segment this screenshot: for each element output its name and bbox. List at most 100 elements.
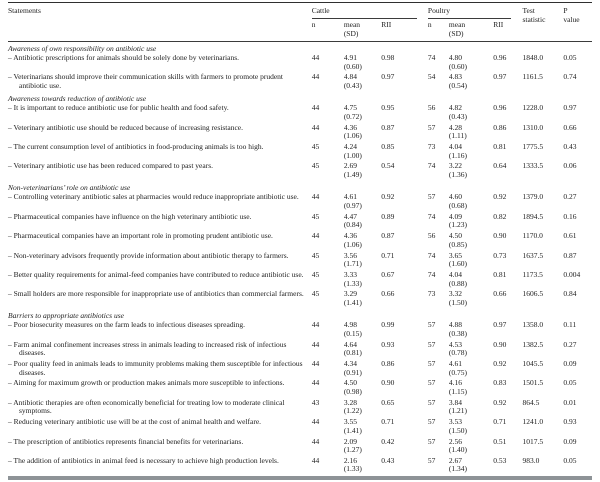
cattle-n-cell: 44 — [311, 103, 320, 113]
poultry-mean-sd-cell-mean: 2.56 — [448, 436, 463, 446]
cattle-mean-sd-cell: 4.36 (1.06) — [343, 123, 381, 143]
cattle-mean-sd-cell: 4.84 (0.43) — [344, 73, 381, 92]
p-value-cell: 0.09 — [563, 359, 577, 369]
cattle-n-cell: 44 — [311, 320, 320, 330]
poultry-group-label: Poultry — [427, 6, 512, 19]
poultry-rii-cell: 0.82 — [493, 211, 507, 221]
cattle-rii-cell: 0.71 — [381, 417, 395, 427]
table-body: Awareness of own responsibility on antib… — [8, 42, 592, 478]
cattle-mean-sd-cell: 2.69 (1.49) — [344, 162, 381, 181]
cattle-rii-cell: 0.67 — [381, 269, 395, 279]
p-value-cell: 0.09 — [563, 436, 577, 446]
poultry-mean-sd-cell-sd: (0.60) — [448, 61, 468, 71]
poultry-mean-sd-cell: 3.22 (1.36) — [449, 162, 493, 181]
test-statistic-cell: 1333.5 — [522, 161, 544, 171]
cattle-n-cell: 44 — [311, 72, 320, 82]
p-value-cell: 0.93 — [563, 417, 577, 427]
col-header-poultry-mean-sd: mean (SD) — [448, 18, 494, 43]
poultry-mean-sd-cell: 4.09 (1.23) — [448, 211, 493, 232]
statement-cell: – The prescription of antibiotics repres… — [8, 436, 312, 457]
statement-cell: – Antibiotic prescriptions for animals s… — [8, 52, 312, 73]
poultry-mean-sd-cell: 4.28 (1.11) — [449, 123, 493, 143]
cattle-mean-sd-cell: 3.28 (1.22) — [344, 398, 381, 418]
poultry-mean-sd-cell-mean: 3.65 — [448, 250, 463, 260]
col-header-statements: Statements — [8, 2, 312, 43]
statement-text: – The current consumption level of antib… — [8, 142, 264, 152]
cattle-mean-sd-cell-sd: (1.06) — [343, 131, 362, 141]
col-header-p-value: P value — [563, 2, 592, 43]
cattle-mean-sd-cell-mean: 3.33 — [343, 269, 357, 279]
cattle-rii-cell: 0.65 — [381, 397, 395, 407]
cattle-mean-sd-cell-mean: 2.09 — [343, 436, 357, 446]
cattle-rii-cell: 0.93 — [381, 339, 395, 349]
statement-row: – Pharmaceutical companies have influenc… — [8, 211, 592, 232]
statement-cell: – Veterinary antibiotic use should be re… — [8, 122, 312, 143]
cattle-rii-cell: 0.86 — [381, 359, 395, 369]
cattle-rii-cell: 0.92 — [381, 192, 395, 202]
test-statistic-cell: 1382.5 — [522, 339, 544, 349]
cattle-mean-sd-cell-mean: 4.24 — [343, 142, 357, 152]
p-value-cell: 0.05 — [563, 378, 577, 388]
statement-text: – The prescription of antibiotics repres… — [8, 436, 244, 446]
poultry-n-cell: 57 — [427, 455, 436, 465]
cattle-mean-sd-cell: 4.36 (1.06) — [344, 232, 381, 251]
poultry-rii-cell: 0.96 — [493, 103, 507, 113]
cattle-mean-sd-cell: 4.91 (0.60) — [344, 53, 381, 73]
cattle-mean-sd-cell-mean: 3.55 — [343, 417, 357, 427]
cattle-mean-sd-cell-mean: 2.16 — [343, 455, 357, 465]
poultry-mean-sd-cell-sd: (0.85) — [448, 239, 468, 249]
section-title: Barriers to appropriate antibiotics use — [8, 311, 124, 321]
statement-text: – Pharmaceutical companies have influenc… — [8, 211, 252, 221]
cattle-n-cell: 44 — [311, 52, 320, 62]
p-value-cell: 0.43 — [563, 142, 577, 152]
cattle-mean-sd-cell-sd: (0.97) — [343, 201, 362, 211]
cattle-mean-sd-cell: 4.64 (0.81) — [344, 340, 381, 360]
statement-cell: – Better quality requirements for animal… — [8, 270, 312, 290]
statement-cell: – Veterinary antibiotic use has been red… — [8, 162, 312, 181]
statement-text: – Veterinary antibiotic use should be re… — [8, 122, 243, 132]
cattle-mean-sd-cell-mean: 4.75 — [343, 103, 357, 113]
statement-text: – The addition of antibiotics in animal … — [8, 455, 279, 465]
cattle-rii-cell: 0.87 — [381, 231, 395, 241]
test-statistic-cell: 1894.5 — [522, 211, 544, 221]
cattle-mean-sd-cell-sd: (0.91) — [343, 367, 362, 377]
cattle-n-cell: 44 — [311, 455, 320, 465]
poultry-mean-sd-cell-mean: 4.80 — [448, 52, 463, 62]
statement-text: – Antibiotic prescriptions for animals s… — [8, 52, 239, 62]
cattle-group-label: Cattle — [311, 6, 417, 19]
cattle-rii-cell: 0.98 — [381, 52, 395, 62]
poultry-mean-sd-cell-sd: (1.23) — [448, 220, 468, 230]
poultry-rii-cell: 0.92 — [493, 192, 507, 202]
poultry-rii-cell: 0.90 — [493, 231, 507, 241]
cattle-mean-sd-cell: 4.50 (0.98) — [344, 379, 381, 398]
test-statistic-cell: 1358.0 — [522, 320, 544, 330]
cattle-mean-sd-cell-sd: (0.98) — [343, 386, 362, 396]
test-statistic-cell: 1173.5 — [522, 269, 543, 279]
poultry-n-cell: 57 — [427, 436, 436, 446]
p-value-cell: 0.61 — [563, 231, 577, 241]
poultry-mean-sd-cell: 3.53 (1.50) — [449, 418, 493, 437]
poultry-rii-cell: 0.71 — [493, 417, 507, 427]
statement-row: – Veterinarians should improve their com… — [8, 72, 592, 92]
poultry-mean-sd-cell: 4.16 (1.15) — [449, 379, 493, 398]
poultry-n-cell: 57 — [427, 397, 436, 407]
poultry-mean-sd-cell: 4.53 (0.78) — [449, 340, 493, 360]
p-value-cell: 0.11 — [563, 320, 577, 330]
cattle-mean-sd-cell-mean: 3.56 — [343, 250, 357, 260]
statement-cell: – Aiming for maximum growth or productio… — [8, 379, 312, 398]
poultry-mean-sd-cell-mean: 4.09 — [448, 211, 463, 221]
cattle-mean-sd-cell-mean: 4.50 — [343, 378, 357, 388]
statement-row: – Controlling veterinary antibiotic sale… — [8, 193, 592, 212]
p-value-cell: 0.27 — [563, 339, 577, 349]
p-value-cell: 0.84 — [563, 289, 577, 299]
statement-cell: – Veterinarians should improve their com… — [8, 73, 312, 92]
poultry-mean-sd-cell-mean: 3.32 — [448, 289, 463, 299]
cattle-mean-sd-cell: 4.98 (0.15) — [344, 321, 381, 340]
cattle-mean-sd-cell-sd: (1.49) — [343, 170, 362, 180]
poultry-n-cell: 74 — [427, 52, 436, 62]
poultry-mean-sd-cell: 4.80 (0.60) — [448, 52, 493, 73]
statement-text: – Small holders are more responsible for… — [8, 289, 304, 299]
poultry-mean-sd-cell-sd: (1.50) — [448, 425, 468, 435]
cattle-n-cell: 44 — [311, 339, 320, 349]
statement-text: – Poor quality feed in animals leads to … — [8, 359, 303, 377]
